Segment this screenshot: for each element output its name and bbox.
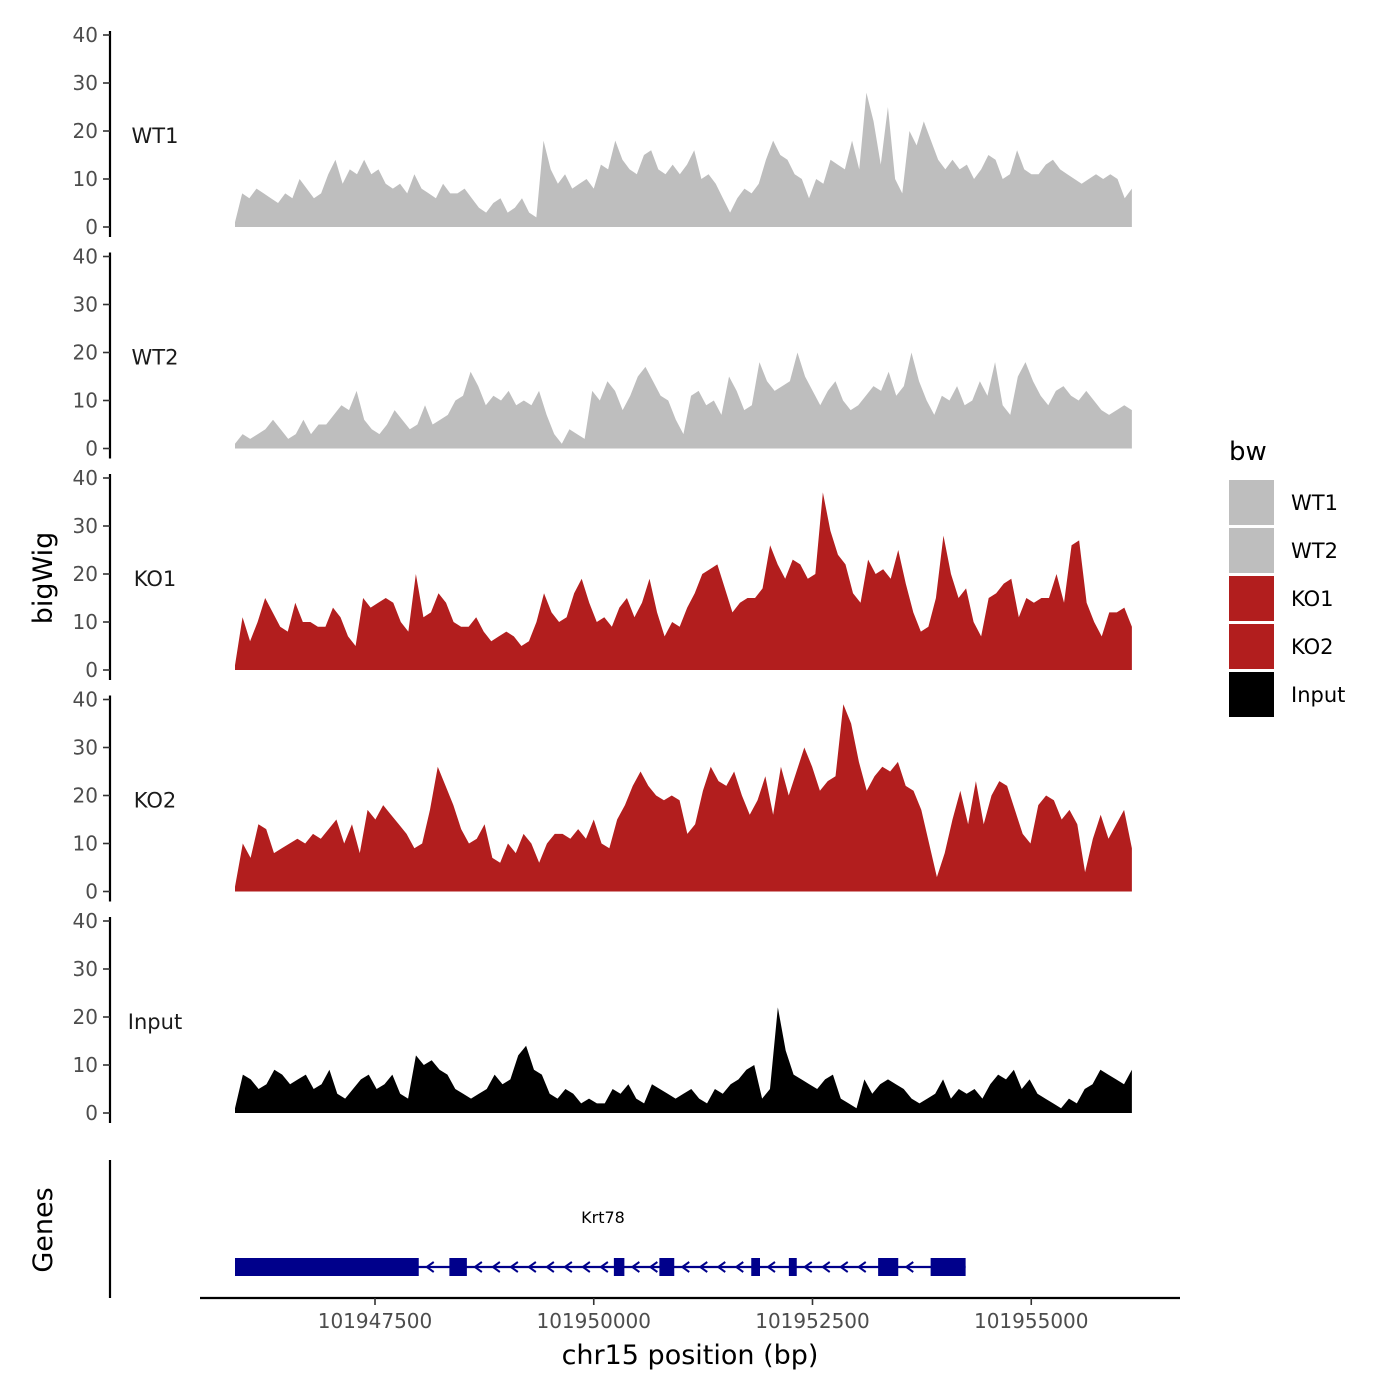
y-tick-label: 0 xyxy=(85,215,98,239)
legend-swatch xyxy=(1229,576,1274,621)
track-ko2: 0 10 20 30 40 KO2 xyxy=(73,688,1132,904)
coverage-area-ko1 xyxy=(235,492,1132,670)
y-tick-label: 20 xyxy=(73,119,98,143)
y-tick-label: 0 xyxy=(85,1101,98,1125)
strand-arrow xyxy=(473,1261,483,1273)
legend-label: KO2 xyxy=(1291,635,1334,659)
strand-arrow xyxy=(821,1261,831,1273)
x-axis-title: chr15 position (bp) xyxy=(562,1340,819,1371)
y-tick-label: 0 xyxy=(85,880,98,904)
track-input: 0 10 20 30 40 Input xyxy=(73,909,1132,1125)
y-tick-label: 40 xyxy=(73,909,98,933)
strand-arrow xyxy=(527,1261,537,1273)
y-tick-label: 10 xyxy=(73,832,98,856)
strand-arrow xyxy=(680,1261,690,1273)
gene-exon xyxy=(659,1258,675,1276)
strand-arrow xyxy=(803,1261,813,1273)
y-tick-label: 30 xyxy=(73,736,98,760)
y-tick-label: 10 xyxy=(73,389,98,413)
y-tick-label: 10 xyxy=(73,1053,98,1077)
gene-exon xyxy=(751,1258,760,1276)
x-tick-label: 101950000 xyxy=(536,1309,651,1333)
y-tick-label: 30 xyxy=(73,957,98,981)
legend-item-ko1: KO1 xyxy=(1229,576,1334,621)
legend-item-ko2: KO2 xyxy=(1229,624,1334,669)
legend-item-wt2: WT2 xyxy=(1229,528,1338,573)
legend-title: bw xyxy=(1229,437,1267,467)
x-axis: 101947500 101950000 101952500 101955000 xyxy=(200,1296,1180,1333)
legend: bw WT1 WT2 KO1 KO2 Input xyxy=(1229,437,1345,717)
legend-swatch xyxy=(1229,624,1274,669)
strand-arrow xyxy=(716,1261,726,1273)
legend-swatch xyxy=(1229,672,1274,717)
gene-exon xyxy=(788,1258,797,1276)
track-wt2: 0 10 20 30 40 WT2 xyxy=(73,245,1132,461)
y-tick-label: 20 xyxy=(73,784,98,808)
legend-item-wt1: WT1 xyxy=(1229,480,1338,525)
legend-label: Input xyxy=(1291,683,1345,707)
gene-track: Krt78 xyxy=(108,1160,966,1298)
x-tick-label: 101955000 xyxy=(974,1309,1089,1333)
gene-exon xyxy=(235,1258,419,1276)
strand-arrow xyxy=(904,1261,914,1273)
y-tick-label: 30 xyxy=(73,293,98,317)
x-tick-label: 101947500 xyxy=(318,1309,433,1333)
y-tick-label: 40 xyxy=(73,245,98,269)
y-tick-label: 20 xyxy=(73,341,98,365)
track-label: WT1 xyxy=(132,124,179,148)
gene-exon xyxy=(930,1258,966,1276)
strand-arrow xyxy=(545,1261,555,1273)
track-ko1: 0 10 20 30 40 KO1 xyxy=(73,466,1132,682)
strand-arrow xyxy=(491,1261,501,1273)
strand-arrow xyxy=(630,1261,640,1273)
y-tick-label: 40 xyxy=(73,466,98,490)
strand-arrow xyxy=(857,1261,867,1273)
strand-arrow xyxy=(581,1261,591,1273)
strand-arrow xyxy=(839,1261,849,1273)
y-axis-title: bigWig xyxy=(28,532,59,625)
legend-label: KO1 xyxy=(1291,587,1334,611)
strand-arrow xyxy=(509,1261,519,1273)
y-tick-label: 30 xyxy=(73,71,98,95)
legend-item-input: Input xyxy=(1229,672,1345,717)
y-tick-label: 0 xyxy=(85,658,98,682)
y-tick-label: 40 xyxy=(73,23,98,47)
genes-axis-title: Genes xyxy=(28,1187,59,1272)
y-tick-label: 10 xyxy=(73,610,98,634)
track-wt1: 0 10 20 30 40 WT1 xyxy=(73,23,1132,239)
strand-arrow xyxy=(563,1261,573,1273)
legend-swatch xyxy=(1229,528,1274,573)
gene-krt78: Krt78 xyxy=(235,1208,966,1276)
y-tick-label: 0 xyxy=(85,437,98,461)
gene-label: Krt78 xyxy=(581,1208,625,1227)
track-label: WT2 xyxy=(132,346,179,370)
gene-exon xyxy=(878,1258,899,1276)
x-tick-label: 101952500 xyxy=(755,1309,870,1333)
strand-arrow xyxy=(766,1261,776,1273)
strand-arrow xyxy=(734,1261,744,1273)
y-tick-label: 10 xyxy=(73,167,98,191)
y-tick-label: 20 xyxy=(73,562,98,586)
strand-arrow xyxy=(648,1261,658,1273)
strand-arrow xyxy=(599,1261,609,1273)
legend-label: WT1 xyxy=(1291,491,1338,515)
coverage-area-ko2 xyxy=(235,704,1132,892)
legend-swatch xyxy=(1229,480,1274,525)
legend-label: WT2 xyxy=(1291,539,1338,563)
track-label: KO2 xyxy=(134,789,177,813)
track-label: KO1 xyxy=(134,567,177,591)
y-tick-label: 20 xyxy=(73,1005,98,1029)
strand-arrow xyxy=(425,1261,435,1273)
strand-arrow xyxy=(698,1261,708,1273)
y-tick-label: 30 xyxy=(73,514,98,538)
coverage-area-wt1 xyxy=(235,92,1132,227)
coverage-tracks: 0 10 20 30 40 WT1 0 10 20 30 40 WT2 0 10 20 30 40 KO1 0 10 2… xyxy=(73,23,1132,1125)
gene-exon xyxy=(613,1258,625,1276)
track-label: Input xyxy=(128,1010,182,1034)
y-tick-label: 40 xyxy=(73,688,98,712)
coverage-area-wt2 xyxy=(235,352,1132,449)
coverage-area-input xyxy=(235,1007,1132,1113)
gene-exon xyxy=(449,1258,467,1276)
